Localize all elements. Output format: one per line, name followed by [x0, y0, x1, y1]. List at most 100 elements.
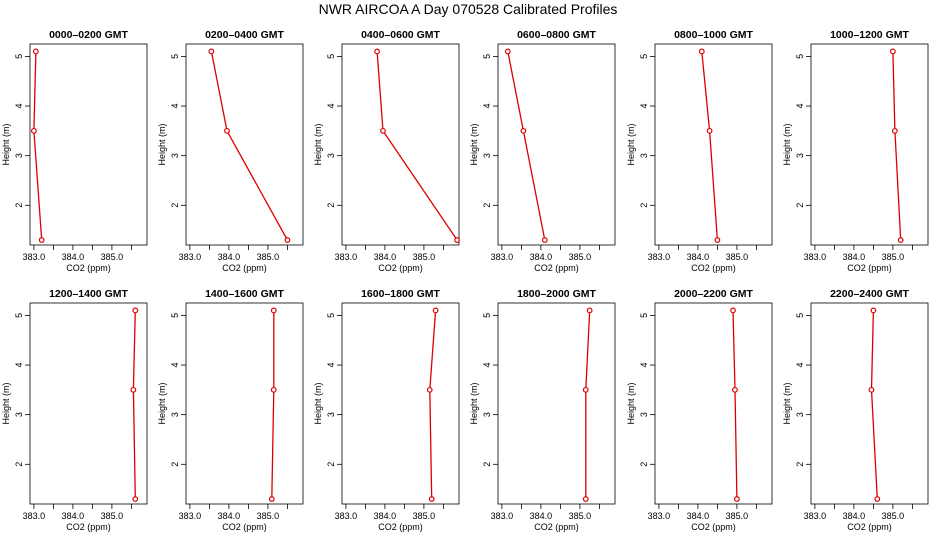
panel-1-title: 0000–0200 GMT [49, 29, 128, 41]
panel-2-x-tick-label: 383.0 [179, 252, 202, 262]
panel-6-x-tick-label: 383.0 [804, 252, 827, 262]
panel-7-data-point [132, 496, 139, 502]
panel-8-profile-line [271, 310, 275, 500]
panel-10-y-tick-label: 4 [482, 363, 492, 368]
panel-4-data-point [504, 48, 511, 55]
panel-1-data-point [38, 237, 45, 243]
panel-8-data-point [270, 307, 277, 314]
panel-9-profile-line [429, 310, 437, 500]
panel-3-x-tick-label: 384.0 [374, 252, 397, 262]
panel-10-data-point [586, 307, 593, 314]
panel-4-y-tick-label: 2 [482, 203, 492, 208]
panel-6-y-tick-label: 2 [795, 203, 805, 208]
panel-5-plot-frame [654, 43, 773, 246]
panel-9-x-axis-label: CO2 (ppm) [378, 522, 423, 532]
panel-5-profile-line [701, 51, 719, 241]
panel-10-y-axis-label: Height (m) [469, 382, 479, 424]
panel-3-data-point [374, 48, 381, 55]
panel-3-x-axis-label: CO2 (ppm) [378, 263, 423, 273]
panel-1-x-tick-label: 385.0 [101, 252, 124, 262]
panel-8-y-tick-label: 2 [170, 462, 180, 467]
panel-8-y-tick-label: 4 [170, 363, 180, 368]
panel-8-plot-frame [185, 302, 304, 505]
panel-4-profile-line [507, 51, 546, 241]
panel-10-x-tick-label: 383.0 [491, 511, 514, 521]
panel-6-profile-line [892, 51, 902, 241]
panel-2-plot-frame [185, 43, 304, 246]
panel-6-x-axis-label: CO2 (ppm) [847, 263, 892, 273]
panel-8-data-point [268, 496, 275, 502]
panel-3-y-tick-label: 5 [326, 54, 336, 59]
panel-10-profile-line [585, 310, 591, 499]
panel-2: 0200–0400 GMT 383.0 384.0 385.0 2 3 4 5 CO2 (ppm… [157, 29, 304, 273]
panel-6-x-tick-label: 384.0 [843, 252, 866, 262]
panel-12-y-axis-label: Height (m) [782, 382, 792, 424]
panel-11-y-tick-label: 3 [639, 412, 649, 417]
panel-7-x-tick-label: 384.0 [62, 511, 85, 521]
panel-7-data-point [132, 307, 139, 314]
panel-9-x-tick-label: 384.0 [374, 511, 397, 521]
panel-10-data-point [582, 496, 589, 502]
panel-12-x-tick-label: 383.0 [804, 511, 827, 521]
panel-7: 1200–1400 GMT 383.0 384.0 385.0 2 3 4 5 CO2 (ppm… [1, 288, 148, 532]
panel-8-title: 1400–1600 GMT [205, 288, 284, 300]
panel-10-x-axis-label: CO2 (ppm) [534, 522, 579, 532]
panel-2-y-tick-label: 3 [170, 153, 180, 158]
panel-8-x-tick-label: 383.0 [179, 511, 202, 521]
panel-3: 0400–0600 GMT 383.0 384.0 385.0 2 3 4 5 CO2 (ppm… [313, 29, 460, 273]
panel-4-title: 0600–0800 GMT [517, 29, 596, 41]
panel-1-data-point [32, 48, 39, 55]
panel-11-title: 2000–2200 GMT [674, 288, 753, 300]
panel-7-y-tick-label: 5 [14, 313, 24, 318]
panel-6-y-tick-label: 3 [795, 153, 805, 158]
panel-9-y-tick-label: 4 [326, 363, 336, 368]
panel-9: 1600–1800 GMT 383.0 384.0 385.0 2 3 4 5 CO2 (ppm… [313, 288, 460, 532]
panel-5-x-tick-label: 384.0 [687, 252, 710, 262]
panel-8-data-point [270, 386, 277, 393]
panel-11-x-tick-label: 383.0 [648, 511, 671, 521]
panel-12-plot-frame [810, 302, 929, 505]
panel-7-y-tick-label: 2 [14, 462, 24, 467]
panel-8-y-tick-label: 3 [170, 412, 180, 417]
panel-11-x-tick-label: 384.0 [687, 511, 710, 521]
panel-7-y-axis-label: Height (m) [1, 382, 11, 424]
panel-12-y-tick-label: 4 [795, 363, 805, 368]
panel-11-x-axis-label: CO2 (ppm) [691, 522, 736, 532]
panel-12-y-tick-label: 3 [795, 412, 805, 417]
panel-10-y-tick-label: 2 [482, 462, 492, 467]
panel-12-y-tick-label: 2 [795, 462, 805, 467]
panel-4-y-tick-label: 4 [482, 104, 492, 109]
panel-10-x-tick-label: 384.0 [530, 511, 553, 521]
panel-7-x-axis-label: CO2 (ppm) [66, 522, 111, 532]
panel-1-y-tick-label: 4 [14, 104, 24, 109]
panel-6-data-point [890, 48, 896, 55]
panel-2-y-tick-label: 2 [170, 203, 180, 208]
panel-10-x-tick-label: 385.0 [569, 511, 592, 521]
panel-11-data-point [734, 496, 740, 502]
panel-6: 1000–1200 GMT 383.0 384.0 385.0 2 3 4 5 CO2 (ppm… [782, 29, 929, 273]
panel-9-y-axis-label: Height (m) [313, 382, 323, 424]
panel-10-y-tick-label: 5 [482, 313, 492, 318]
panel-8-y-axis-label: Height (m) [157, 382, 167, 424]
panel-11-x-tick-label: 385.0 [726, 511, 749, 521]
panel-11-y-tick-label: 2 [639, 462, 649, 467]
panel-2-y-tick-label: 4 [170, 104, 180, 109]
panel-3-plot-frame [341, 43, 460, 246]
panel-1-x-tick-label: 383.0 [23, 252, 46, 262]
panel-7-data-point [130, 386, 137, 393]
panel-8-x-tick-label: 385.0 [257, 511, 280, 521]
panel-7-x-tick-label: 383.0 [23, 511, 46, 521]
panel-2-x-axis-label: CO2 (ppm) [222, 263, 267, 273]
panel-7-y-tick-label: 4 [14, 363, 24, 368]
panel-2-data-point [284, 237, 291, 243]
panel-8: 1400–1600 GMT 383.0 384.0 385.0 2 3 4 5 CO2 (ppm… [157, 288, 304, 532]
panel-2-data-point [224, 127, 230, 134]
panel-2-y-axis-label: Height (m) [157, 123, 167, 165]
panel-3-title: 0400–0600 GMT [361, 29, 440, 41]
panel-12-x-tick-label: 384.0 [843, 511, 866, 521]
panel-3-x-tick-label: 385.0 [413, 252, 436, 262]
panel-7-plot-frame [29, 302, 148, 505]
panel-11-y-tick-label: 5 [639, 313, 649, 318]
panel-1: 0000–0200 GMT 383.0 384.0 385.0 2 3 4 5 CO2 (ppm… [1, 29, 148, 273]
